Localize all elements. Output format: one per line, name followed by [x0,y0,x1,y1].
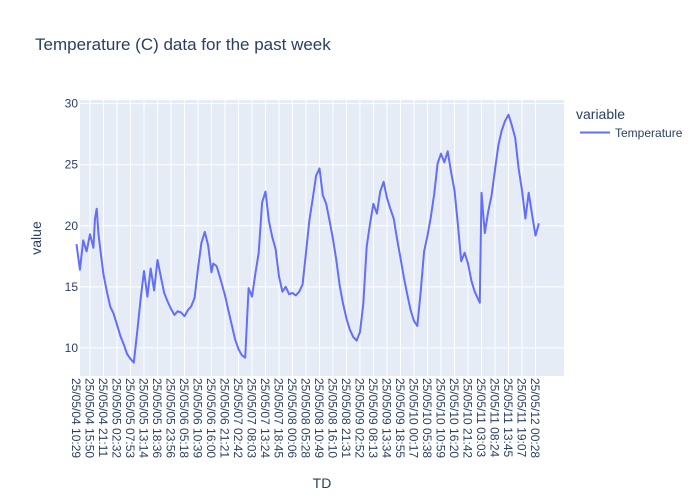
x-tick-label: 25/05/09 02:52 [352,378,366,458]
x-tick-label: 25/05/07 02:42 [231,378,245,458]
chart-title: Temperature (C) data for the past week [35,35,331,54]
y-tick-label: 10 [65,341,79,355]
x-tick-label: 25/05/06 16:00 [204,378,218,458]
x-tick-label: 25/05/10 21:42 [460,378,474,458]
x-tick-label: 25/05/11 08:24 [487,378,501,458]
x-tick-label: 25/05/08 00:06 [285,378,299,458]
x-tick-label: 25/05/10 10:59 [433,378,447,458]
x-tick-label: 25/05/04 10:29 [69,378,83,458]
x-tick-label: 25/05/11 03:03 [474,378,488,458]
x-tick-label: 25/05/05 23:56 [163,378,177,458]
x-tick-label: 25/05/07 13:24 [258,378,272,458]
series-layer [75,113,540,364]
x-tick-label: 25/05/05 18:36 [150,378,164,458]
x-tick-label: 25/05/07 18:45 [271,378,285,458]
y-tick-label: 15 [65,280,79,294]
x-tick-label: 25/05/08 10:49 [312,378,326,458]
y-axis-title: value [28,221,44,255]
x-tick-label: 25/05/08 21:31 [339,378,353,458]
x-tick-label: 25/05/07 08:03 [244,378,258,458]
x-tick-label: 25/05/10 16:20 [447,378,461,458]
x-tick-label: 25/05/05 07:53 [123,378,137,458]
y-axis-ticks: 10 15 20 25 30 [65,97,79,355]
x-tick-label: 25/05/06 10:39 [190,378,204,458]
x-tick-label: 25/05/11 13:45 [501,378,515,458]
x-tick-label: 25/05/04 21:11 [96,378,110,458]
legend-label-temperature[interactable]: Temperature [615,126,683,140]
x-axis-title: TD [313,475,332,491]
x-tick-label: 25/05/10 05:38 [420,378,434,458]
y-tick-label: 30 [65,97,79,111]
y-tick-label: 25 [65,158,79,172]
x-tick-label: 25/05/04 15:50 [82,378,96,458]
x-tick-label: 25/05/08 05:28 [298,378,312,458]
x-tick-label: 25/05/12 00:28 [528,378,542,458]
x-tick-label: 25/05/10 00:17 [406,378,420,458]
x-tick-label: 25/05/05 02:32 [109,378,123,458]
x-tick-label: 25/05/06 05:18 [177,378,191,458]
legend[interactable]: variable Temperature [576,106,683,140]
x-axis-ticks: 25/05/04 10:29 25/05/04 15:50 25/05/04 21:… [69,378,542,458]
plot-background [80,100,564,376]
x-tick-label: 25/05/06 21:21 [217,378,231,458]
x-tick-label: 25/05/05 13:14 [136,378,150,458]
x-tick-label: 25/05/11 19:07 [515,378,529,458]
x-tick-label: 25/05/09 13:34 [379,378,393,458]
x-tick-label: 25/05/08 16:10 [325,378,339,458]
x-tick-label: 25/05/09 08:13 [366,378,380,458]
series-line-temperature [75,113,540,364]
x-tick-label: 25/05/09 18:55 [393,378,407,458]
y-tick-label: 20 [65,219,79,233]
grid [80,100,564,376]
legend-title: variable [576,106,625,122]
